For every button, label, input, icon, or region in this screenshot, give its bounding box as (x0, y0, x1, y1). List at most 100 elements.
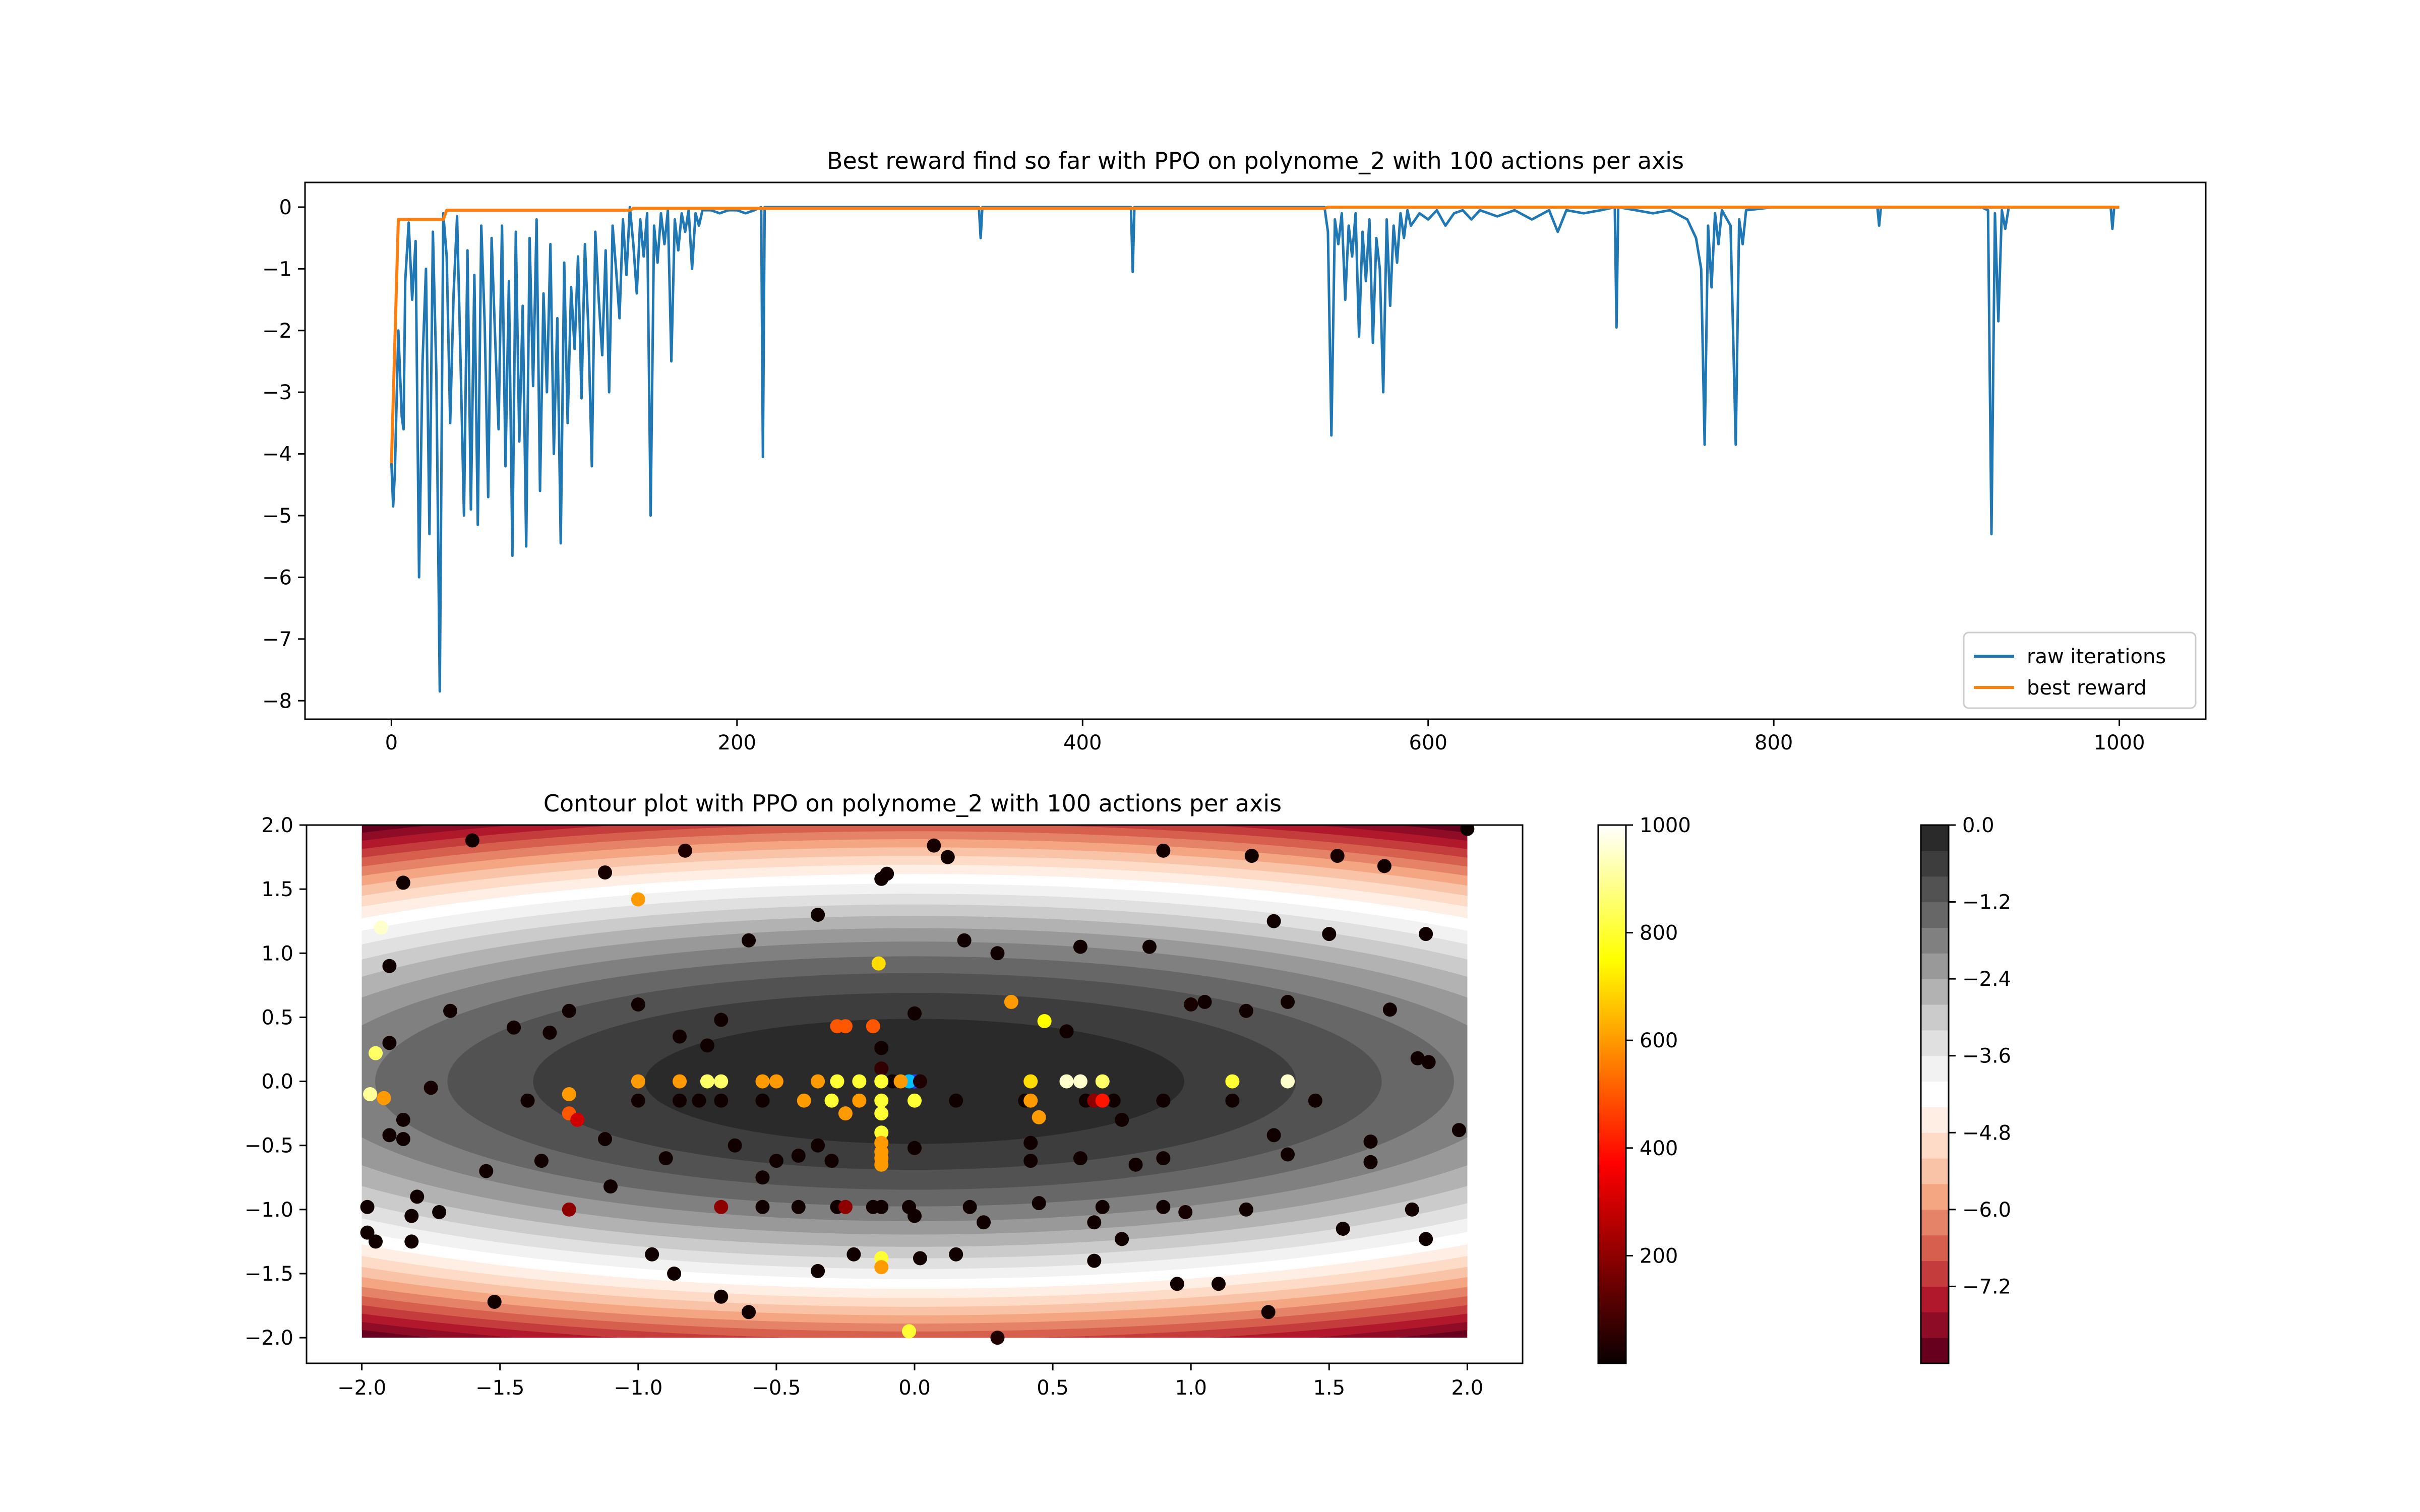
contour-chart-x-ticks: −2.0 −1.5 −1.0 −0.5 0.0 0.5 1.0 1.5 2.0 (337, 1363, 1483, 1400)
scatter-point (838, 1106, 853, 1121)
scatter-point (874, 1106, 889, 1121)
scatter-point (880, 866, 894, 881)
scatter-point (755, 1074, 770, 1089)
scatter-point (977, 1215, 991, 1230)
scatter-point (667, 1267, 682, 1281)
scatter-point (631, 997, 645, 1012)
scatter-point (962, 1200, 977, 1214)
x-tick-label: 600 (1409, 731, 1447, 754)
scatter-point (1170, 1277, 1184, 1291)
scatter-point (811, 1264, 825, 1278)
line-chart: Best reward find so far with PPO on poly… (262, 147, 2207, 754)
scatter-point (692, 1093, 706, 1108)
x-tick-label: 2.0 (1451, 1376, 1484, 1400)
scatter-point (990, 1331, 1005, 1345)
scatter-point (866, 1019, 880, 1034)
scatter-point (893, 1074, 908, 1089)
scatter-point (1261, 1305, 1276, 1319)
scatter-point (1330, 849, 1345, 863)
scatter-point (769, 1074, 783, 1089)
scatter-point (1244, 849, 1259, 863)
colorbar-band (1921, 927, 1949, 954)
scatter-point (913, 1251, 927, 1266)
x-tick-label: 800 (1754, 731, 1793, 754)
colorbar-tick-label: 0.0 (1962, 814, 1994, 837)
iteration-colorbar: 1000 800 600 400 200 (1597, 814, 1691, 1364)
x-tick-label: 1.5 (1313, 1376, 1345, 1400)
contour-chart-y-ticks: 2.0 1.5 1.0 0.5 0.0 −0.5 −1.0 −1.5 −2.0 (245, 814, 307, 1350)
scatter-point (598, 865, 613, 880)
scatter-point (432, 1205, 447, 1219)
scatter-point (673, 1093, 687, 1108)
reward-colorbar-ticks: 0.0 −1.2 −2.4 −3.6 −4.8 −6.0 −7.2 (1949, 814, 2011, 1298)
scatter-point (1281, 994, 1295, 1009)
y-tick-label: −0.5 (245, 1135, 293, 1158)
colorbar-band (1921, 876, 1949, 903)
scatter-point (714, 1013, 729, 1027)
colorbar-band (1921, 1055, 1949, 1082)
colorbar-band (1921, 1312, 1949, 1338)
y-tick-label: −6 (262, 566, 292, 589)
colorbar-band (1921, 1081, 1949, 1107)
x-tick-label: −2.0 (337, 1376, 386, 1400)
colorbar-tick-label: 200 (1640, 1244, 1678, 1268)
y-tick-label: 1.0 (261, 942, 293, 965)
legend-label-raw: raw iterations (2027, 645, 2166, 668)
scatter-point (874, 1157, 889, 1172)
scatter-point (360, 1200, 375, 1214)
scatter-point (673, 1074, 687, 1089)
scatter-point (769, 1154, 783, 1168)
y-tick-label: 0.5 (261, 1006, 293, 1029)
scatter-point (1073, 939, 1087, 954)
scatter-point (542, 1025, 557, 1040)
scatter-point (673, 1029, 687, 1044)
scatter-point (404, 1209, 419, 1223)
colorbar-band (1921, 1030, 1949, 1056)
scatter-point (1095, 1093, 1110, 1108)
scatter-point (360, 1225, 375, 1240)
y-tick-label: 2.0 (261, 814, 293, 837)
scatter-point (465, 833, 479, 848)
scatter-point (1115, 1112, 1129, 1127)
scatter-point (838, 1200, 853, 1214)
scatter-point (1239, 1202, 1253, 1217)
scatter-point (443, 1003, 458, 1018)
scatter-point (1266, 1128, 1281, 1143)
scatter-point (570, 1112, 585, 1127)
scatter-point (1156, 1093, 1171, 1108)
scatter-point (1073, 1074, 1087, 1089)
scatter-point (1073, 1151, 1087, 1166)
scatter-point (1460, 825, 1475, 836)
scatter-point (791, 1149, 806, 1163)
scatter-point (1115, 1232, 1129, 1246)
scatter-point (382, 959, 397, 973)
scatter-point (369, 1046, 383, 1060)
scatter-point (742, 1305, 756, 1319)
scatter-point (742, 933, 756, 948)
colorbar-band (1921, 1261, 1949, 1287)
colorbar-band (1921, 825, 1949, 851)
scatter-point (631, 892, 645, 907)
contour-chart-title: Contour plot with PPO on polynome_2 with… (543, 790, 1282, 817)
scatter-point (852, 1074, 867, 1089)
x-tick-label: −1.5 (475, 1376, 524, 1400)
scatter-point (908, 1141, 922, 1155)
scatter-point (940, 850, 955, 864)
scatter-point (830, 1074, 844, 1089)
scatter-point (631, 1093, 645, 1108)
scatter-point (410, 1189, 425, 1204)
scatter-point (534, 1154, 549, 1168)
scatter-point (1059, 1074, 1074, 1089)
contour-chart: Contour plot with PPO on polynome_2 with… (245, 790, 1524, 1400)
colorbar-band (1921, 1158, 1949, 1184)
colorbar-tick-label: −2.4 (1962, 968, 2011, 991)
scatter-point (990, 946, 1005, 961)
scatter-point (714, 1289, 729, 1304)
scatter-point (1156, 1200, 1171, 1214)
scatter-point (1336, 1222, 1350, 1236)
scatter-point (1004, 994, 1018, 1009)
scatter-point (404, 1234, 419, 1249)
raw-iterations-series (390, 206, 2115, 693)
colorbar-band (1921, 1338, 1949, 1364)
colorbar-tick-label: −6.0 (1962, 1199, 2011, 1222)
